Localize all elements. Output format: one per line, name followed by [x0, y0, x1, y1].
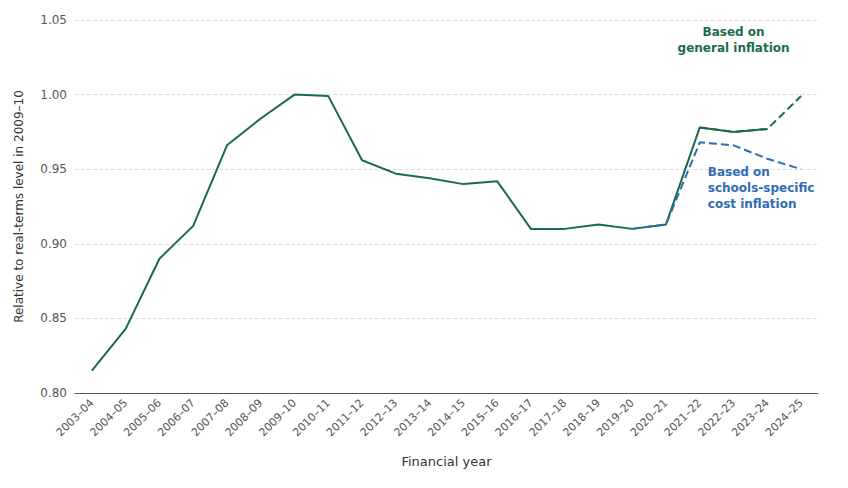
svg-text:2014–15: 2014–15	[425, 396, 468, 440]
svg-text:2021–22: 2021–22	[661, 396, 705, 440]
svg-text:2003–04: 2003–04	[53, 396, 97, 440]
svg-text:2006–07: 2006–07	[155, 396, 198, 440]
svg-text:0.85: 0.85	[40, 311, 67, 325]
svg-text:2024–25: 2024–25	[763, 396, 806, 439]
svg-text:2009–10: 2009–10	[256, 396, 300, 440]
svg-text:0.95: 0.95	[40, 162, 67, 176]
svg-text:2011–12: 2011–12	[323, 396, 367, 440]
svg-text:general inflation: general inflation	[678, 41, 790, 55]
svg-text:2023–24: 2023–24	[729, 396, 772, 440]
svg-text:2017–18: 2017–18	[526, 396, 570, 440]
svg-text:2020–21: 2020–21	[627, 396, 671, 440]
svg-text:Based on: Based on	[703, 25, 765, 39]
svg-text:2022–23: 2022–23	[695, 396, 739, 440]
svg-text:0.80: 0.80	[40, 386, 67, 400]
svg-text:0.90: 0.90	[40, 237, 67, 251]
svg-text:2019–20: 2019–20	[594, 396, 637, 440]
svg-text:1.05: 1.05	[40, 13, 67, 27]
svg-text:Based on: Based on	[708, 165, 770, 179]
svg-text:2010–11: 2010–11	[290, 396, 333, 440]
svg-text:2007–08: 2007–08	[188, 396, 232, 440]
svg-text:2012–13: 2012–13	[357, 396, 401, 440]
svg-text:2008–09: 2008–09	[222, 396, 266, 440]
svg-text:Financial year: Financial year	[401, 454, 492, 469]
svg-text:2013–14: 2013–14	[391, 396, 435, 440]
svg-text:2018–19: 2018–19	[560, 396, 604, 440]
svg-text:schools-specific: schools-specific	[708, 181, 815, 195]
svg-text:1.00: 1.00	[40, 88, 67, 102]
svg-text:2016–17: 2016–17	[492, 396, 536, 440]
svg-text:Relative to real-terms level i: Relative to real-terms level in 2009–10	[12, 90, 26, 323]
svg-text:2004–05: 2004–05	[87, 396, 131, 440]
svg-text:cost inflation: cost inflation	[708, 197, 797, 211]
svg-text:2005–06: 2005–06	[121, 396, 164, 440]
svg-text:2015–16: 2015–16	[459, 396, 502, 440]
